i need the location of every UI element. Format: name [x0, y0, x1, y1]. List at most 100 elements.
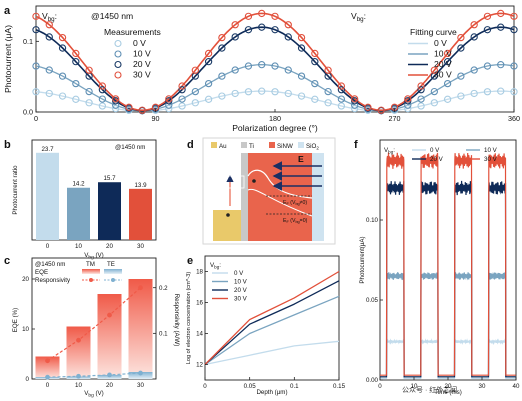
measurement-point-0 — [443, 95, 452, 103]
measurement-point-3 — [470, 21, 478, 29]
photoresponse-line-1 — [380, 271, 516, 378]
x-tick-label: 0.1 — [290, 383, 299, 390]
x-tick-label: 0 — [46, 243, 50, 250]
responsivity-te-point — [45, 374, 50, 380]
panel-b-letter: b — [4, 139, 11, 151]
panel-f-letter: f — [354, 139, 358, 151]
panel-c-legend-te: TE — [107, 261, 115, 268]
panel-a-ticks: 0 90 180 270 360 0.0 0.1 — [23, 37, 520, 123]
measurement-point-1 — [284, 66, 292, 74]
measurement-point-2 — [271, 26, 279, 34]
measurement-point-0 — [244, 88, 253, 96]
measurement-point-0 — [98, 102, 107, 110]
measurement-point-0 — [32, 88, 40, 96]
legend-label-2: 20 V — [234, 287, 248, 294]
photoresponse-line-0 — [380, 338, 516, 379]
panel-e-lines — [204, 270, 340, 366]
panel-b: b 23.7 0 14.2 10 15.7 20 13.9 30 @1450 nm Photo… — [4, 139, 157, 261]
measurement-point-1 — [470, 66, 478, 74]
measurement-point-0 — [510, 88, 518, 96]
measurement-point-2 — [204, 58, 213, 66]
measurement-point-0 — [430, 99, 438, 107]
x-tick-label: 0 — [46, 382, 50, 389]
x-tick-label: 0.05 — [244, 383, 257, 390]
measurement-point-0 — [85, 99, 93, 107]
panel-e-ylabel: Log of electron concentration (cm^-3) — [186, 272, 192, 365]
ratio-bar-value-1: 14.2 — [72, 181, 85, 188]
panel-b-frame — [31, 139, 157, 241]
panel-e-legend-title: Vbg: — [210, 262, 221, 270]
panel-c-legend-eqe-te-swatch — [104, 269, 122, 274]
measurement-point-2 — [58, 44, 67, 52]
panel-f-legend-title: Vbg: — [384, 147, 395, 155]
photoresponse-line-3 — [380, 152, 516, 376]
measurement-point-3 — [297, 33, 306, 42]
panel-c-y2label: Responsivity (A/W) — [173, 294, 180, 347]
legend-fit-label-2: 20 V — [434, 59, 452, 69]
measurement-point-2 — [231, 33, 239, 41]
y-tick-label: 18 — [196, 269, 203, 276]
fit-curve-3 — [35, 12, 515, 112]
panel-c-legend-resp-te-dot — [111, 278, 115, 282]
measurement-point-3 — [98, 82, 107, 90]
measurement-point-3 — [284, 21, 292, 29]
ratio-bar-3 — [129, 188, 152, 240]
x-tick-label: 10 — [75, 243, 82, 250]
fermi-unbiased-label: EF (Vbg=0) — [283, 218, 308, 224]
measurement-point-1 — [178, 95, 186, 103]
measurement-point-3 — [72, 49, 80, 58]
measurement-point-3 — [125, 103, 133, 111]
measurement-point-1 — [337, 95, 346, 103]
measurement-point-3 — [271, 12, 279, 20]
panel-b-ylabel: Photocurrent ratio — [12, 165, 19, 215]
y-tick-label: 10 — [22, 326, 29, 333]
measurement-point-0 — [218, 92, 226, 100]
legend-sio2-swatch — [298, 142, 304, 148]
panel-c-bars: 0 10 20 30 0 10 20 0.1 0.2 — [22, 276, 168, 389]
y2-tick-label: 0.2 — [159, 285, 168, 292]
measurement-point-1 — [98, 95, 107, 103]
legend-au-label: Au — [219, 143, 227, 150]
measurement-point-0 — [297, 92, 306, 100]
ratio-bar-1 — [67, 187, 90, 240]
measurement-point-1 — [430, 87, 438, 96]
panel-d-letter: d — [187, 139, 194, 151]
measurement-point-2 — [258, 23, 266, 31]
panel-a-letter: a — [4, 5, 11, 17]
measurement-point-3 — [497, 9, 505, 18]
responsivity-tm-point — [138, 285, 143, 291]
panel-a-legend-fit: 0 V10 V20 V30 V — [408, 38, 452, 80]
y-tick-label: 0.05 — [366, 297, 379, 304]
y-tick-label: 0.1 — [23, 37, 33, 46]
electron-1 — [252, 179, 256, 183]
x-tick-label: 90 — [152, 114, 160, 123]
legend-measurement-marker-1 — [114, 50, 122, 58]
panel-f-lines — [380, 152, 516, 379]
responsivity-tm-point — [76, 337, 81, 343]
eqe-tm-bar-0 — [35, 356, 60, 379]
y-tick-label: 14 — [196, 331, 203, 338]
responsivity-tm-point — [45, 358, 50, 364]
measurement-point-0 — [404, 104, 412, 113]
measurement-point-3 — [417, 82, 425, 90]
ti-layer — [241, 153, 248, 241]
measurement-point-1 — [271, 62, 279, 70]
responsivity-te-point — [107, 372, 112, 378]
measurement-point-0 — [271, 88, 279, 96]
measurement-point-2 — [311, 58, 319, 66]
measurement-point-2 — [497, 23, 505, 31]
measurement-point-3 — [138, 106, 146, 114]
legend-label-3: 30 V — [234, 296, 248, 303]
x-tick-label: 30 — [479, 383, 486, 390]
concentration-line-1 — [204, 295, 340, 366]
measurement-point-0 — [231, 89, 239, 98]
measurement-point-1 — [244, 62, 253, 70]
panel-c: c 0 10 20 30 0 10 20 0.1 0.2 @1450 nm TM TE EQE … — [4, 255, 180, 399]
y-tick-label: 0.10 — [366, 217, 379, 224]
panel-c-legend-tm: TM — [86, 261, 95, 268]
measurement-point-2 — [218, 44, 226, 52]
measurement-point-1 — [45, 66, 53, 74]
eqe-tm-bar-1 — [66, 326, 91, 379]
measurement-point-0 — [178, 102, 186, 110]
x-tick-label: 20 — [445, 383, 452, 390]
